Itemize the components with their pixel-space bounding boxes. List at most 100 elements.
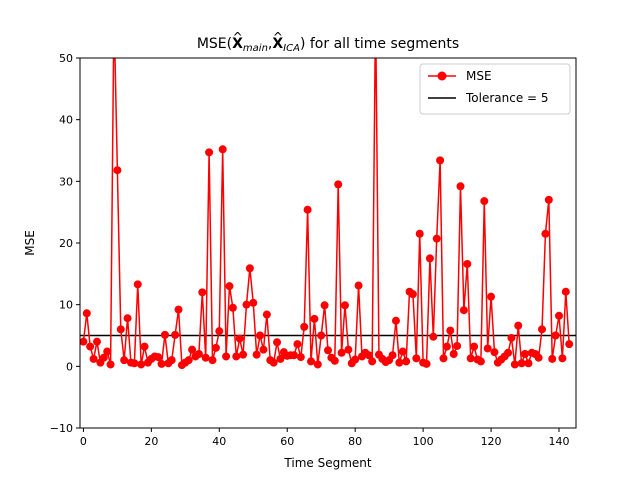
mse-point	[103, 347, 112, 356]
mse-point	[296, 353, 305, 362]
mse-point	[120, 356, 129, 365]
x-tick-label: 60	[280, 435, 294, 448]
mse-point	[330, 356, 339, 365]
mse-point	[123, 314, 132, 323]
mse-point	[116, 325, 125, 334]
y-tick-label: 30	[59, 175, 73, 188]
mse-point	[565, 340, 574, 349]
y-tick-label: 10	[59, 299, 73, 312]
mse-point	[521, 350, 530, 358]
mse-point	[466, 354, 475, 363]
mse-point	[194, 350, 203, 358]
mse-point	[415, 229, 424, 238]
mse-point	[80, 337, 88, 346]
legend-mse-label: MSE	[466, 69, 492, 83]
mse-point	[235, 334, 244, 343]
mse-point	[171, 330, 180, 339]
ticks: 0 20 40 60 80 100 120 140 −10 0 10 20 30 40 50	[50, 52, 570, 448]
mse-point	[504, 348, 513, 357]
mse-point	[463, 259, 472, 268]
mse-point	[157, 359, 166, 368]
y-tick-label: 40	[59, 114, 73, 127]
title-comma: ,	[268, 36, 272, 52]
mse-point	[137, 360, 146, 369]
mse-point	[92, 337, 101, 346]
legend-box	[419, 63, 571, 115]
mse-point	[459, 306, 468, 315]
mse-point	[249, 298, 258, 307]
mse-point	[476, 357, 485, 366]
mse-point	[228, 303, 237, 312]
mse-point	[160, 330, 169, 339]
mse-point	[432, 234, 441, 243]
mse-point	[422, 359, 431, 368]
mse-point	[551, 331, 560, 340]
mse-point	[110, 5, 118, 13]
mse-point	[490, 348, 499, 357]
mse-point	[436, 156, 445, 165]
mse-point	[133, 280, 142, 289]
title-part-open: MSE(	[197, 36, 232, 52]
mse-point	[269, 358, 278, 367]
mse-point	[222, 352, 231, 361]
y-tick-label: 0	[66, 360, 73, 373]
y-tick-label: 50	[59, 52, 73, 65]
mse-point	[300, 322, 309, 331]
y-tick-label: 20	[59, 237, 73, 250]
mse-point	[507, 333, 516, 342]
mse-point	[470, 342, 479, 351]
mse-point	[351, 355, 360, 364]
title-x-main: X	[232, 36, 243, 52]
mse-point	[242, 300, 251, 309]
hat-mark-main: ^	[233, 30, 243, 44]
mse-point	[395, 358, 404, 367]
mse-point	[517, 359, 526, 368]
mse-point	[558, 354, 567, 363]
mse-point	[398, 347, 407, 356]
title-sub-ica: ICA	[283, 43, 300, 54]
mse-point	[86, 342, 95, 351]
mse-point	[239, 350, 248, 359]
mse-point	[252, 350, 261, 359]
mse-point	[317, 331, 326, 340]
mse-point	[456, 182, 465, 191]
x-tick-label: 120	[481, 435, 502, 448]
mse-point	[544, 195, 553, 204]
mse-point	[337, 348, 346, 357]
mse-point	[372, 5, 380, 13]
mse-point	[307, 357, 316, 366]
mse-point	[561, 287, 570, 296]
mse-point	[538, 325, 547, 334]
mse-point	[215, 327, 224, 336]
legend-tolerance-label: Tolerance = 5	[465, 91, 549, 105]
title-sub-main: main	[243, 43, 268, 54]
mse-point	[290, 351, 299, 360]
y-axis-label: MSE	[23, 230, 37, 256]
mse-point	[480, 197, 489, 206]
mse-point	[99, 353, 108, 362]
plot-area	[80, 5, 576, 370]
mse-series-line	[82, 58, 570, 367]
mse-point	[154, 353, 163, 362]
mse-point	[453, 341, 462, 350]
mse-point	[259, 345, 268, 354]
hat-mark-ica: ^	[273, 30, 283, 44]
mse-point	[354, 281, 363, 290]
mse-point	[524, 359, 533, 368]
mse-point	[534, 353, 543, 362]
legend: MSE Tolerance = 5	[419, 63, 571, 115]
mse-point	[313, 360, 322, 369]
mse-point	[184, 356, 193, 365]
title-x-ica: X	[272, 36, 283, 52]
mse-point	[201, 353, 210, 362]
mse-point	[364, 351, 373, 360]
mse-point	[548, 354, 557, 363]
mse-point	[412, 354, 421, 363]
mse-point	[232, 352, 241, 361]
mse-point	[446, 326, 455, 335]
mse-point	[334, 180, 343, 189]
mse-point	[262, 310, 271, 319]
mse-point	[256, 331, 265, 340]
mse-point	[510, 360, 519, 369]
